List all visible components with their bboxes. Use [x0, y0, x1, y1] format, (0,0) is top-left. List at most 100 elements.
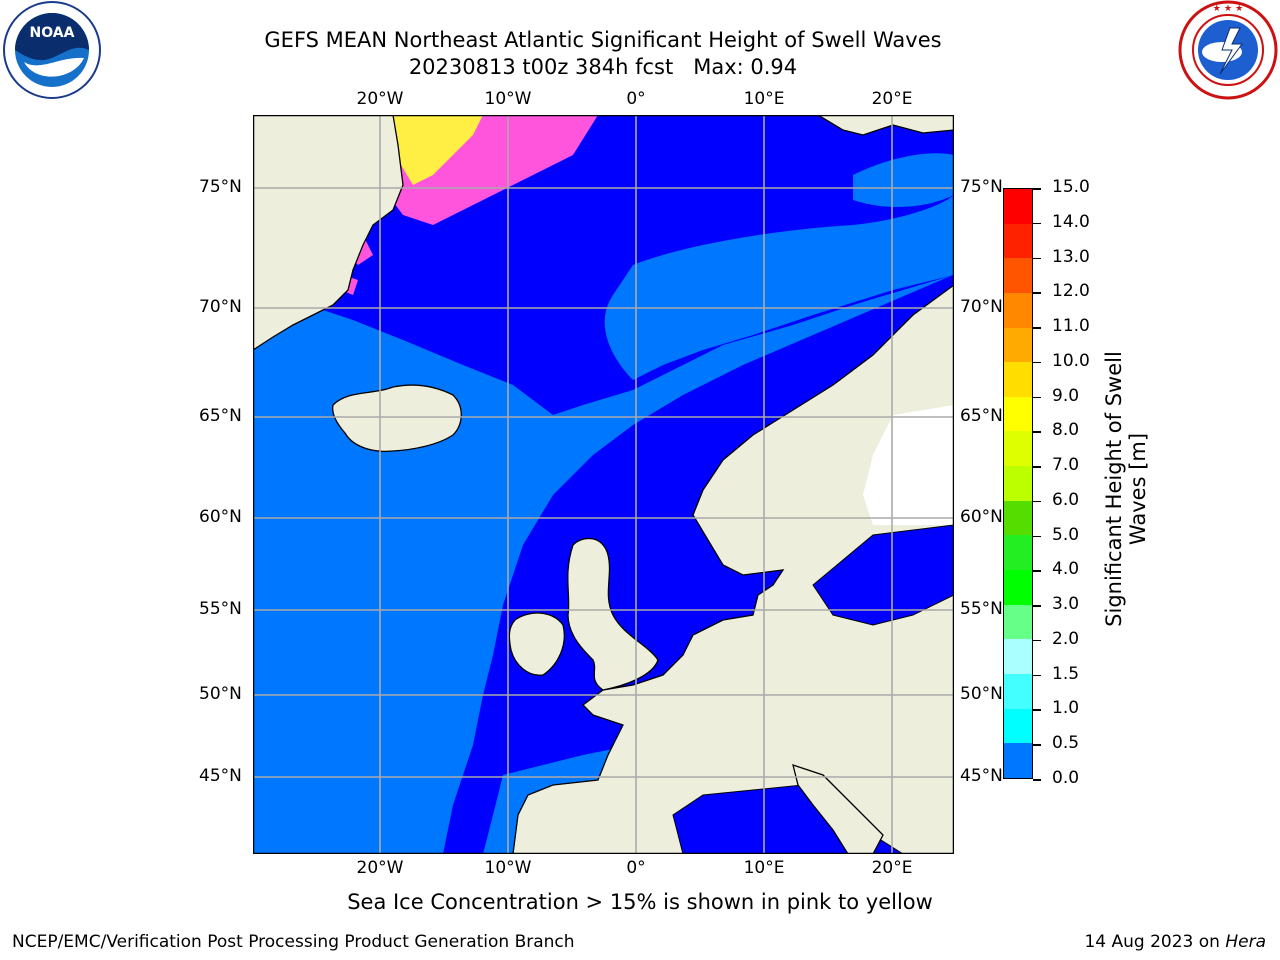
- colorbar-tick-mark: [1033, 500, 1041, 503]
- colorbar-segment: [1004, 189, 1032, 224]
- nws-seal-icon: ★ ★ ★: [1178, 0, 1278, 100]
- lat-label-left: 65°N: [199, 406, 242, 426]
- footer-machine: Hera: [1225, 932, 1266, 952]
- chart-title: GEFS MEAN Northeast Atlantic Significant…: [264, 28, 942, 52]
- lat-label-right: 75°N: [960, 177, 1003, 197]
- colorbar-segment: [1004, 535, 1032, 571]
- colorbar-tick-label: 14.0: [1052, 211, 1090, 232]
- colorbar-tick-label: 11.0: [1052, 316, 1090, 337]
- colorbar-segment: [1004, 431, 1032, 467]
- colorbar-tick-mark: [1033, 292, 1041, 294]
- chart-subtitle: 20230813 t00z 384h fcst Max: 0.94: [408, 55, 798, 79]
- map-panel: [253, 115, 954, 854]
- colorbar-segment: [1004, 639, 1032, 674]
- colorbar-tick-mark: [1033, 570, 1041, 572]
- colorbar-tick-mark: [1033, 744, 1041, 746]
- colorbar-tick-label: 5.0: [1052, 524, 1080, 545]
- colorbar-tick-label: 13.0: [1052, 246, 1090, 267]
- colorbar-tick-label: 8.0: [1052, 420, 1080, 441]
- colorbar-tick-label: 1.5: [1052, 663, 1080, 684]
- footer-date-text: 14 Aug 2023 on: [1084, 932, 1226, 952]
- colorbar-label: Significant Height of Swell Waves [m]: [1102, 339, 1150, 639]
- lat-label-right: 70°N: [960, 297, 1003, 317]
- colorbar-segment: [1004, 466, 1032, 501]
- lon-label-top: 0°: [626, 89, 646, 109]
- colorbar-tick-mark: [1033, 639, 1041, 642]
- colorbar-tick-mark: [1033, 779, 1041, 781]
- colorbar: [1003, 188, 1033, 779]
- lon-label-top: 20°E: [871, 89, 913, 109]
- lat-label-left: 75°N: [199, 177, 242, 197]
- lon-label-bottom: 20°E: [871, 858, 913, 878]
- lat-label-left: 50°N: [199, 684, 242, 704]
- colorbar-tick-mark: [1033, 396, 1041, 399]
- colorbar-segment: [1004, 673, 1032, 709]
- colorbar-tick-label: 12.0: [1052, 281, 1090, 302]
- lat-label-left: 60°N: [199, 507, 242, 527]
- svg-text:★ ★ ★: ★ ★ ★: [1213, 4, 1243, 14]
- sea-ice-yellow: [393, 115, 483, 185]
- colorbar-tick-label: 15.0: [1052, 177, 1090, 197]
- colorbar-segment: [1004, 362, 1032, 397]
- colorbar-segment: [1004, 396, 1032, 432]
- ocean-swell-patch-north: [604, 195, 954, 380]
- lat-label-right: 60°N: [960, 507, 1003, 527]
- colorbar-segment: [1004, 570, 1032, 605]
- colorbar-tick-mark: [1033, 709, 1041, 711]
- colorbar-tick-mark: [1033, 361, 1041, 364]
- colorbar-segment: [1004, 743, 1032, 778]
- lon-label-top: 10°W: [484, 89, 532, 109]
- colorbar-segment: [1004, 258, 1032, 293]
- colorbar-tick-label: 0.0: [1052, 768, 1080, 788]
- lat-label-left: 45°N: [199, 766, 242, 786]
- colorbar-tick-label: 0.5: [1052, 733, 1080, 754]
- lat-label-right: 55°N: [960, 599, 1003, 619]
- lon-label-top: 20°W: [356, 89, 404, 109]
- land-ireland: [508, 612, 565, 676]
- colorbar-label-text: Significant Height of Swell Waves [m]: [1102, 351, 1150, 627]
- footer-date: 14 Aug 2023 on Hera: [1084, 932, 1266, 952]
- colorbar-tick-mark: [1033, 327, 1041, 329]
- lat-label-left: 55°N: [199, 599, 242, 619]
- colorbar-tick-label: 3.0: [1052, 594, 1080, 615]
- colorbar-tick-mark: [1033, 466, 1041, 468]
- land-greenland: [253, 115, 404, 351]
- colorbar-tick-mark: [1033, 431, 1041, 433]
- footer-credit: NCEP/EMC/Verification Post Processing Pr…: [12, 932, 575, 952]
- colorbar-segment: [1004, 604, 1032, 640]
- colorbar-segment: [1004, 292, 1032, 328]
- lat-label-right: 50°N: [960, 684, 1003, 704]
- land-svalbard: [816, 115, 954, 136]
- colorbar-tick-label: 9.0: [1052, 385, 1080, 406]
- colorbar-segment: [1004, 327, 1032, 363]
- lon-label-bottom: 10°W: [484, 858, 532, 878]
- colorbar-tick-label: 4.0: [1052, 559, 1080, 580]
- colorbar-tick-mark: [1033, 535, 1041, 538]
- colorbar-tick-label: 7.0: [1052, 455, 1080, 476]
- lat-label-right: 45°N: [960, 766, 1003, 786]
- colorbar-tick-label: 10.0: [1052, 350, 1090, 371]
- colorbar-tick-label: 1.0: [1052, 698, 1080, 719]
- sea-ice-note: Sea Ice Concentration > 15% is shown in …: [347, 890, 933, 914]
- land-iceland: [332, 384, 462, 453]
- colorbar-segment: [1004, 708, 1032, 744]
- noaa-seal-icon: NOAA: [3, 1, 101, 99]
- lon-label-top: 10°E: [743, 89, 785, 109]
- lon-label-bottom: 20°W: [356, 858, 404, 878]
- colorbar-segment: [1004, 500, 1032, 536]
- colorbar-tick-label: 2.0: [1052, 628, 1080, 649]
- graticule: [253, 115, 954, 854]
- colorbar-tick-mark: [1033, 674, 1041, 677]
- colorbar-tick-mark: [1033, 605, 1041, 607]
- colorbar-tick-mark: [1033, 257, 1041, 260]
- land-europe: [512, 284, 954, 854]
- colorbar-tick-mark: [1033, 188, 1041, 190]
- colorbar-tick-mark: [1033, 222, 1041, 225]
- colorbar-tick-label: 6.0: [1052, 489, 1080, 510]
- lat-label-left: 70°N: [199, 297, 242, 317]
- lat-label-right: 65°N: [960, 406, 1003, 426]
- lon-label-bottom: 10°E: [743, 858, 785, 878]
- noaa-logo-text: NOAA: [30, 25, 75, 41]
- lon-label-bottom: 0°: [626, 858, 646, 878]
- colorbar-segment: [1004, 223, 1032, 259]
